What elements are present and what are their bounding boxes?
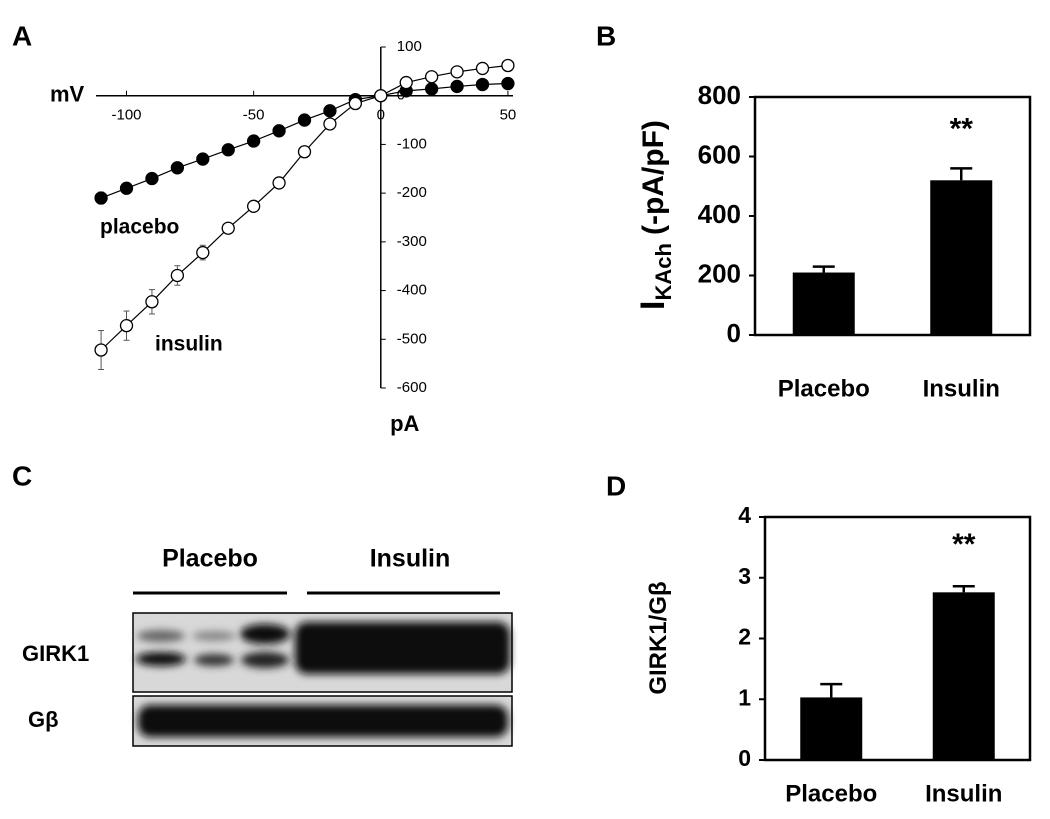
group-label: Placebo	[162, 545, 258, 573]
data-point	[145, 171, 159, 186]
data-point	[170, 268, 185, 283]
y-tick-label: 200	[698, 258, 741, 288]
y-axis-label-part: I	[634, 300, 672, 309]
x-tick-label: Insulin	[925, 780, 1002, 807]
data-point	[297, 145, 312, 159]
y-tick-label: 0	[397, 87, 405, 104]
data-point	[221, 143, 235, 157]
data-point	[501, 76, 515, 91]
y-tick-label: -300	[397, 233, 427, 250]
data-point	[94, 343, 108, 357]
bar	[792, 272, 855, 335]
data-point	[246, 134, 261, 148]
bar	[800, 697, 863, 760]
y-tick-label: 400	[698, 199, 741, 229]
x-tick-label: Insulin	[923, 375, 1000, 402]
bar	[930, 180, 993, 335]
gbeta-bands	[138, 705, 508, 737]
y-tick-label: -100	[397, 135, 427, 152]
y-tick-label: 2	[738, 624, 751, 650]
y-tick-label: -600	[397, 379, 427, 396]
data-point	[246, 199, 261, 213]
y-axis-label-part: GIRK1/Gβ	[645, 581, 672, 694]
data-point	[450, 79, 464, 94]
y-tick-label: 3	[738, 563, 751, 589]
y-tick-label: 4	[738, 502, 751, 528]
x-tick-label: -100	[111, 107, 141, 124]
y-axis-label-part: (-pA/pF)	[637, 120, 670, 235]
data-point	[424, 82, 439, 96]
error-bar	[950, 167, 973, 181]
x-tick-label: Placebo	[778, 375, 870, 402]
y-tick-label: 100	[397, 38, 422, 55]
group-label: Insulin	[370, 545, 451, 573]
y-axis-label: pA	[390, 411, 419, 436]
y-tick-label: -500	[397, 330, 427, 347]
significance-marker: **	[950, 112, 974, 145]
data-point	[450, 65, 464, 79]
data-point	[145, 295, 159, 309]
data-point	[475, 77, 490, 92]
data-point	[196, 245, 210, 260]
panel-label: C	[12, 460, 32, 491]
data-point	[221, 221, 235, 235]
y-axis-label-part: KAch	[651, 243, 676, 300]
data-point	[399, 75, 413, 90]
data-point	[424, 70, 439, 84]
x-tick-label: Placebo	[785, 780, 877, 807]
x-tick-label: 50	[500, 107, 517, 124]
y-tick-label: -400	[397, 282, 427, 299]
x-tick-label: -50	[243, 107, 265, 124]
data-point	[196, 152, 210, 166]
y-tick-label: 800	[698, 80, 741, 110]
data-point	[119, 318, 134, 333]
data-point	[323, 117, 337, 131]
western-blot: Placebo Insulin GIRK1 Gβ	[22, 545, 513, 747]
x-axis-label: mV	[50, 82, 85, 107]
data-point	[119, 181, 134, 195]
y-axis-label: GIRK1/Gβ	[645, 581, 672, 694]
data-point	[374, 89, 388, 103]
error-bar	[820, 682, 843, 698]
series-label: placebo	[100, 216, 179, 239]
data-point	[170, 161, 185, 175]
bar	[932, 592, 995, 760]
y-tick-label: 1	[738, 684, 751, 710]
significance-marker: **	[952, 528, 976, 561]
data-point	[323, 104, 337, 118]
data-point	[94, 191, 108, 205]
data-point	[272, 176, 286, 190]
y-tick-label: 0	[738, 745, 751, 771]
row-label: GIRK1	[22, 641, 89, 666]
data-point	[297, 113, 312, 127]
x-tick-label: 0	[377, 107, 385, 124]
error-bar	[952, 585, 975, 593]
panel-label: A	[12, 20, 32, 51]
y-tick-label: 0	[727, 318, 741, 348]
data-point	[348, 96, 363, 111]
panel-label: B	[596, 20, 616, 51]
series-label: insulin	[155, 333, 223, 356]
error-bar	[812, 265, 835, 273]
panel-label: D	[606, 470, 626, 501]
y-tick-label: -200	[397, 184, 427, 201]
data-point	[501, 58, 515, 73]
row-label: Gβ	[28, 707, 59, 732]
series-line	[100, 82, 508, 199]
y-tick-label: 600	[698, 139, 741, 169]
y-axis-label: IKAch (-pA/pF)	[634, 120, 676, 310]
data-point	[272, 124, 286, 138]
data-point	[475, 61, 490, 76]
series-line	[100, 64, 508, 351]
girk1-bands	[136, 622, 510, 674]
